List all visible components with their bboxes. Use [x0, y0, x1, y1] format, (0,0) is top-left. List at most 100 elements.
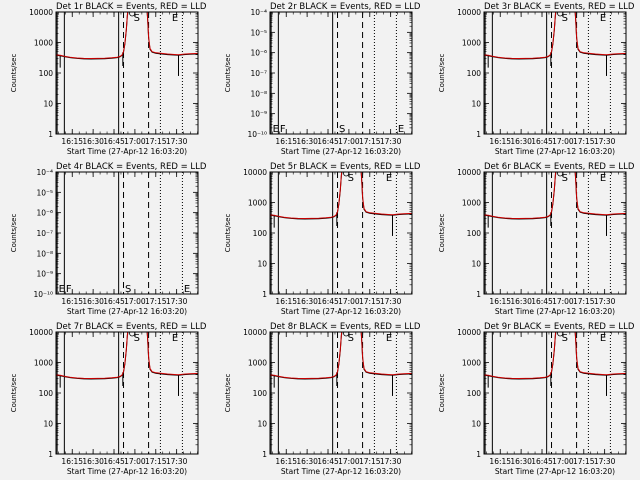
peak-circle-marker [343, 332, 350, 337]
plot-frame [55, 11, 199, 135]
y-tick-label: 1000 [462, 39, 481, 48]
peak-circle-marker [557, 332, 564, 337]
chart-panel-det9: Det 9r BLACK = Events, RED = LLD Counts/s… [438, 322, 635, 476]
x-tick-label: 17:15 [359, 297, 381, 306]
plot-frame [269, 171, 413, 295]
event-marker-s: S [125, 284, 131, 295]
event-marker-e: E [398, 124, 404, 135]
x-tick-label: 16:30 [82, 137, 104, 146]
plot-frame [55, 331, 199, 455]
chart-title: Det 7r BLACK = Events, RED = LLD [56, 322, 207, 332]
lld-series-line [484, 172, 626, 220]
y-tick-label: 1000 [34, 359, 53, 368]
x-tick-label: 17:30 [594, 137, 616, 146]
y-tick-label: 1000 [248, 359, 267, 368]
y-tick-label: 1 [476, 450, 481, 459]
event-marker-s: S [348, 173, 354, 184]
y-tick-label: 10⁻¹⁰ [247, 130, 267, 139]
chart-panel-det8: Det 8r BLACK = Events, RED = LLD Counts/s… [224, 322, 421, 476]
x-axis-label: Start Time (27-Apr-12 16:03:20) [281, 147, 401, 156]
x-tick-label: 17:00 [124, 137, 146, 146]
chart-panel-det4: Det 4r BLACK = Events, RED = LLD Counts/s… [10, 162, 207, 316]
x-tick-label: 17:30 [166, 137, 188, 146]
x-tick-label: 17:15 [359, 137, 381, 146]
event-marker-e: E [172, 333, 178, 344]
x-tick-label: 16:30 [510, 297, 532, 306]
x-tick-label: 17:15 [145, 137, 167, 146]
x-tick-label: 16:15 [489, 137, 511, 146]
y-axis-label: Counts/sec [224, 54, 232, 93]
y-tick-label: 1 [476, 290, 481, 299]
x-tick-label: 16:45 [317, 297, 339, 306]
chart-panel-det5: Det 5r BLACK = Events, RED = LLD Counts/s… [224, 162, 421, 316]
lld-series-line [56, 12, 198, 60]
y-tick-label: 10 [257, 420, 267, 429]
x-tick-label: 16:15 [489, 297, 511, 306]
y-tick-label: 10⁻⁵ [250, 28, 267, 37]
x-tick-label: 16:15 [489, 457, 511, 466]
x-tick-label: 16:30 [510, 457, 532, 466]
y-tick-label: 10 [471, 420, 481, 429]
y-tick-label: 1000 [462, 359, 481, 368]
plot-frame [483, 11, 627, 135]
y-tick-label: 10⁻⁹ [36, 270, 53, 279]
y-axis-label: Counts/sec [438, 54, 446, 93]
x-tick-label: 16:30 [82, 297, 104, 306]
x-tick-label: 16:45 [317, 137, 339, 146]
event-marker-e: E [273, 124, 279, 135]
y-axis-label: Counts/sec [10, 54, 18, 93]
y-tick-label: 10000 [29, 8, 53, 17]
y-tick-label: 100 [467, 389, 482, 398]
y-axis-label: Counts/sec [438, 374, 446, 413]
peak-circle-marker [129, 332, 136, 337]
y-tick-label: 10 [471, 260, 481, 269]
x-tick-label: 17:00 [552, 457, 574, 466]
x-tick-label: 16:45 [103, 137, 125, 146]
y-axis-label: Counts/sec [10, 214, 18, 253]
chart-title: Det 9r BLACK = Events, RED = LLD [484, 322, 635, 332]
y-tick-label: 10000 [243, 168, 267, 177]
chart-title: Det 6r BLACK = Events, RED = LLD [484, 162, 635, 172]
x-tick-label: 16:15 [275, 137, 297, 146]
y-axis-label: Counts/sec [224, 214, 232, 253]
y-tick-label: 10⁻⁶ [36, 209, 53, 218]
peak-circle-marker [557, 172, 564, 177]
y-tick-label: 100 [253, 229, 268, 238]
x-tick-label: 17:15 [573, 137, 595, 146]
y-tick-label: 100 [253, 389, 268, 398]
lld-series-line [484, 332, 626, 380]
chart-panel-det3: Det 3r BLACK = Events, RED = LLD Counts/s… [438, 2, 635, 156]
x-tick-label: 17:30 [594, 457, 616, 466]
x-tick-label: 16:30 [296, 137, 318, 146]
y-tick-label: 10⁻⁴ [250, 8, 267, 17]
event-marker-s: S [339, 124, 345, 135]
plot-frame [269, 331, 413, 455]
y-tick-label: 1 [262, 290, 267, 299]
x-tick-label: 16:15 [61, 137, 83, 146]
plot-frame [483, 331, 627, 455]
x-tick-label: 17:00 [338, 137, 360, 146]
y-tick-label: 10⁻⁸ [36, 249, 53, 258]
event-marker-e: E [386, 173, 392, 184]
y-tick-label: 1 [48, 130, 53, 139]
x-axis-label: Start Time (27-Apr-12 16:03:20) [281, 467, 401, 476]
y-tick-label: 10000 [457, 8, 481, 17]
y-tick-label: 10000 [243, 328, 267, 337]
event-marker-s: S [134, 333, 140, 344]
event-marker-e: E [172, 13, 178, 24]
event-marker-s: S [134, 13, 140, 24]
y-tick-label: 10⁻⁵ [36, 188, 53, 197]
y-tick-label: 10⁻⁴ [36, 168, 53, 177]
x-tick-label: 16:45 [103, 457, 125, 466]
x-tick-label: 16:45 [317, 457, 339, 466]
x-tick-label: 17:30 [594, 297, 616, 306]
x-tick-label: 17:00 [124, 457, 146, 466]
y-tick-label: 10⁻⁷ [250, 69, 267, 78]
y-tick-label: 100 [467, 229, 482, 238]
